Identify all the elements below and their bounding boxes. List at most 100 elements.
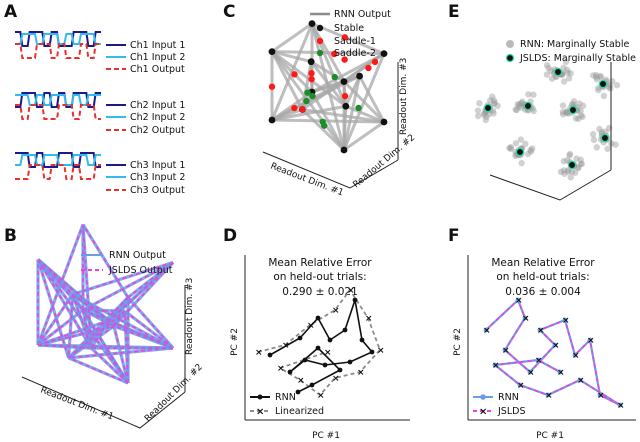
rnn-marginal-point — [559, 111, 567, 118]
rnn-marginal-point — [564, 168, 572, 175]
jslds-point: × — [483, 326, 491, 336]
panel-b-ylabel: Readout Dim. #2 — [143, 362, 205, 424]
rnn-output-segment — [358, 75, 386, 123]
legend-linearized-label: Linearized — [275, 406, 324, 417]
panel-c-ylabel: Readout Dim. #2 — [352, 133, 418, 190]
panel-b-zlabel: Readout Dim. #3 — [185, 278, 195, 355]
panel-f-title-line2: on held-out trials: — [496, 271, 589, 283]
rnn-marginal-point — [613, 81, 621, 89]
rnn-point — [337, 367, 343, 373]
rnn-point — [522, 315, 528, 321]
rnn-marginal-point — [494, 102, 501, 110]
jslds-marginal-point — [553, 67, 563, 77]
jslds-trajectory-segment — [68, 347, 174, 359]
rnn-marginal-point — [560, 64, 567, 72]
rnn-point — [267, 352, 273, 358]
saddle2-fixed-point — [303, 97, 310, 105]
rnn-point — [617, 402, 623, 408]
rnn-marginal-point — [573, 155, 580, 162]
legend-rnn-marginal-label: RNN: Marginally Stable — [520, 39, 629, 50]
linearized-point: × — [357, 368, 365, 378]
jslds-trajectory-segment — [71, 294, 93, 349]
legend-rnn-output-label: RNN Output — [334, 9, 391, 20]
rnn-marginal-point — [579, 102, 587, 109]
rnn-marginal-point — [576, 100, 583, 107]
panel-d-xlabel: PC #1 — [312, 431, 340, 441]
panel-e-fixed-points — [474, 58, 621, 181]
rnn-marginal-point — [578, 160, 585, 168]
rnn-output-segment — [270, 50, 304, 111]
ch2-output-label: Ch2 Output — [130, 125, 185, 136]
rnn-marginal-point — [566, 150, 574, 158]
rnn-marginal-point — [570, 98, 578, 105]
ch3-output-label: Ch3 Output — [130, 185, 185, 196]
panel-c: C Readout Dim. #1 Readout Dim. #2 Readou… — [223, 2, 417, 199]
rnn-marginal-point — [522, 140, 529, 148]
output-trace — [15, 104, 101, 120]
rnn-marginal-point — [604, 145, 611, 152]
rnn-marginal-point — [595, 86, 602, 94]
ch3-input1-label: Ch3 Input 1 — [130, 160, 185, 171]
linearized-point: × — [365, 314, 373, 324]
jslds-trajectory-segment — [67, 294, 74, 358]
saddle1-fixed-point — [308, 76, 315, 83]
jslds-point: × — [522, 314, 530, 324]
jslds-marginal-point — [515, 147, 525, 157]
panel-a-group-3-legend: Ch3 Input 1 Ch3 Input 2 Ch3 Output — [106, 160, 185, 196]
rnn-point — [545, 392, 551, 398]
legend-jslds-marginal-marker — [505, 53, 515, 63]
rnn-marginal-point — [486, 97, 494, 104]
legend-rnn-label: RNN — [498, 392, 519, 403]
jslds-marginal-point — [568, 105, 578, 115]
panel-c-legend: RNN Output Stable Saddle-1 Saddle-2 — [310, 9, 391, 59]
ch3-input2-label: Ch3 Input 2 — [130, 172, 185, 183]
rnn-marginal-point — [568, 168, 576, 175]
input1-trace — [15, 92, 101, 108]
panel-f: F Mean Relative Error on held-out trials… — [448, 226, 636, 441]
legend-rnn-marker — [257, 394, 263, 400]
rnn-point — [552, 342, 558, 348]
rnn-output-segment — [342, 80, 386, 124]
rnn-marginal-point — [518, 159, 525, 167]
rnn-marginal-point — [592, 71, 600, 79]
ch2-input2-label: Ch2 Input 2 — [130, 112, 185, 123]
saddle1-fixed-point — [341, 34, 349, 41]
rnn-marginal-point — [589, 131, 597, 138]
rnn-marginal-point — [507, 145, 515, 152]
legend-stable-label: Stable — [334, 23, 364, 34]
jslds-trajectory-segment — [124, 310, 174, 349]
rnn-point — [322, 362, 328, 368]
legend-rnn-marginal-marker — [506, 40, 514, 48]
rnn-point — [517, 382, 523, 388]
legend-jslds-marker: × — [479, 407, 487, 418]
linearized-point: × — [377, 346, 385, 356]
saddle1-fixed-point — [341, 56, 348, 63]
panel-b-legend: RNN Output JSLDS Output — [81, 250, 173, 276]
jslds-point: × — [492, 361, 500, 371]
linearized-trajectory — [257, 288, 382, 397]
rnn-marginal-point — [474, 107, 482, 114]
output-trace — [15, 43, 101, 59]
jslds-trajectory-segment — [127, 261, 174, 299]
rnn-output-segment — [310, 60, 345, 83]
legend-rnn-output-label: RNN Output — [109, 250, 166, 261]
panel-a-label: A — [4, 2, 18, 22]
rnn-marginal-point — [563, 108, 570, 116]
rnn-marginal-point — [525, 91, 532, 98]
rnn-point — [483, 327, 489, 333]
rnn-trajectory — [269, 299, 374, 393]
rnn-output-segment — [309, 60, 348, 108]
rnn-marginal-point — [559, 108, 567, 116]
legend-jslds-label: JSLDS — [497, 406, 525, 417]
rnn-marginal-point — [545, 64, 552, 72]
panel-e-axis-frame — [489, 169, 612, 201]
legend-saddle2-marker — [316, 49, 324, 57]
rnn-marginal-point — [491, 100, 498, 108]
saddle1-fixed-point — [291, 104, 298, 112]
linearized-point: × — [332, 306, 340, 316]
rnn-marginal-point — [612, 141, 619, 148]
rnn-marginal-point — [519, 98, 526, 105]
saddle2-fixed-point — [355, 104, 362, 112]
rnn-output-segment — [271, 22, 313, 53]
stable-fixed-point — [307, 58, 315, 66]
